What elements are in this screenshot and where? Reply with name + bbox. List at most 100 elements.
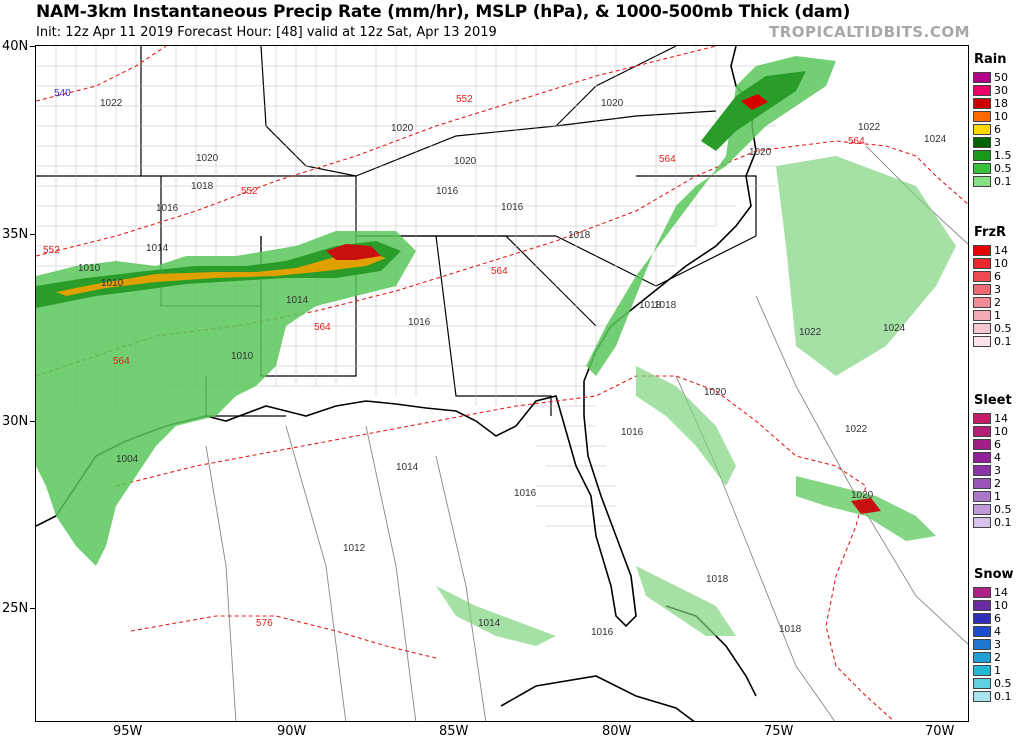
- svg-text:1020: 1020: [851, 490, 874, 501]
- legend-swatch: [973, 665, 991, 676]
- svg-text:1014: 1014: [146, 243, 169, 254]
- brand-watermark: TROPICALTIDBITS.COM: [769, 23, 970, 41]
- legend-swatch: [973, 426, 991, 437]
- legend-label: 4: [994, 625, 1001, 638]
- svg-text:552: 552: [43, 245, 60, 256]
- legend-swatch: [973, 600, 991, 611]
- legend-label: 3: [994, 283, 1001, 296]
- legend-swatch: [973, 639, 991, 650]
- legend-swatch: [973, 163, 991, 174]
- legend-label: 50: [994, 71, 1008, 84]
- legend-title-sleet: Sleet: [974, 393, 1012, 408]
- legend-swatch: [973, 258, 991, 269]
- legend-label: 1: [994, 664, 1001, 677]
- chart-title: NAM-3km Instantaneous Precip Rate (mm/hr…: [36, 2, 851, 22]
- legend-label: 1: [994, 490, 1001, 503]
- legend-label: 4: [994, 451, 1001, 464]
- legend-swatch: [973, 439, 991, 450]
- chart-subtitle: Init: 12z Apr 11 2019 Forecast Hour: [48…: [36, 25, 497, 40]
- legend-swatch: [973, 678, 991, 689]
- legend-swatch: [973, 297, 991, 308]
- legend-label: 14: [994, 586, 1008, 599]
- svg-text:1016: 1016: [591, 627, 614, 638]
- legend-label: 6: [994, 612, 1001, 625]
- svg-text:1010: 1010: [101, 278, 124, 289]
- legend-swatch: [973, 323, 991, 334]
- legend-swatch: [973, 478, 991, 489]
- legend-swatch: [973, 626, 991, 637]
- svg-text:1018: 1018: [639, 300, 662, 311]
- svg-text:1022: 1022: [858, 122, 881, 133]
- svg-text:564: 564: [113, 356, 130, 367]
- svg-text:564: 564: [848, 136, 865, 147]
- legend-swatch: [973, 517, 991, 528]
- svg-text:1010: 1010: [231, 351, 254, 362]
- lat-label-40n: 40N: [2, 39, 29, 54]
- svg-text:1022: 1022: [845, 424, 868, 435]
- svg-text:1016: 1016: [514, 488, 537, 499]
- legend-swatch: [973, 72, 991, 83]
- svg-text:1020: 1020: [749, 147, 772, 158]
- svg-text:1018: 1018: [191, 181, 214, 192]
- svg-text:1014: 1014: [478, 618, 501, 629]
- legend-label: 0.5: [994, 162, 1012, 175]
- svg-text:1018: 1018: [568, 230, 591, 241]
- svg-text:1016: 1016: [156, 203, 179, 214]
- legend-swatch: [973, 284, 991, 295]
- map-canvas: 540 552 552 552 564 564 564 564 564 576 …: [36, 46, 968, 721]
- svg-text:552: 552: [456, 94, 473, 105]
- legend-label: 2: [994, 651, 1001, 664]
- lon-label-70w: 70W: [925, 724, 955, 739]
- svg-text:1010: 1010: [78, 263, 101, 274]
- legend-label: 3: [994, 136, 1001, 149]
- svg-text:1012: 1012: [343, 543, 366, 554]
- lat-label-35n: 35N: [2, 227, 29, 242]
- legend-label: 1.5: [994, 149, 1012, 162]
- svg-text:1020: 1020: [601, 98, 624, 109]
- legend-swatch: [973, 452, 991, 463]
- legend-swatch: [973, 245, 991, 256]
- lat-label-25n: 25N: [2, 601, 29, 616]
- legend-label: 0.1: [994, 175, 1012, 188]
- svg-text:540: 540: [54, 88, 71, 99]
- legend-label: 2: [994, 477, 1001, 490]
- svg-text:1020: 1020: [454, 156, 477, 167]
- legend-swatch: [973, 691, 991, 702]
- legend-label: 10: [994, 110, 1008, 123]
- svg-text:1018: 1018: [654, 300, 677, 311]
- lat-label-30n: 30N: [2, 414, 29, 429]
- svg-text:564: 564: [659, 154, 676, 165]
- svg-text:1024: 1024: [924, 134, 947, 145]
- legend-swatch: [973, 652, 991, 663]
- svg-text:564: 564: [314, 322, 331, 333]
- svg-text:1016: 1016: [436, 186, 459, 197]
- lon-label-80w: 80W: [602, 724, 632, 739]
- svg-text:1016: 1016: [501, 202, 524, 213]
- legend-label: 0.5: [994, 503, 1012, 516]
- lat-tick: [30, 234, 35, 235]
- legend-label: 0.1: [994, 335, 1012, 348]
- thickness-lines: [36, 46, 968, 721]
- svg-text:1018: 1018: [706, 574, 729, 585]
- legend-title-frzr: FrzR: [974, 225, 1007, 240]
- legend-swatch: [973, 176, 991, 187]
- legend-swatch: [973, 85, 991, 96]
- legend-swatch: [973, 271, 991, 282]
- legend-label: 2: [994, 296, 1001, 309]
- legend-label: 14: [994, 244, 1008, 257]
- svg-text:564: 564: [491, 266, 508, 277]
- legend-swatch: [973, 336, 991, 347]
- legend-label: 0.5: [994, 677, 1012, 690]
- svg-text:1016: 1016: [621, 427, 644, 438]
- legend-title-snow: Snow: [974, 567, 1014, 582]
- legend-label: 6: [994, 123, 1001, 136]
- legend-label: 18: [994, 97, 1008, 110]
- lon-label-75w: 75W: [764, 724, 794, 739]
- legend-swatch: [973, 413, 991, 424]
- legend-label: 6: [994, 270, 1001, 283]
- legend-label: 0.5: [994, 322, 1012, 335]
- legend-swatch: [973, 124, 991, 135]
- svg-text:576: 576: [256, 618, 273, 629]
- legend-label: 3: [994, 638, 1001, 651]
- svg-text:1024: 1024: [883, 323, 906, 334]
